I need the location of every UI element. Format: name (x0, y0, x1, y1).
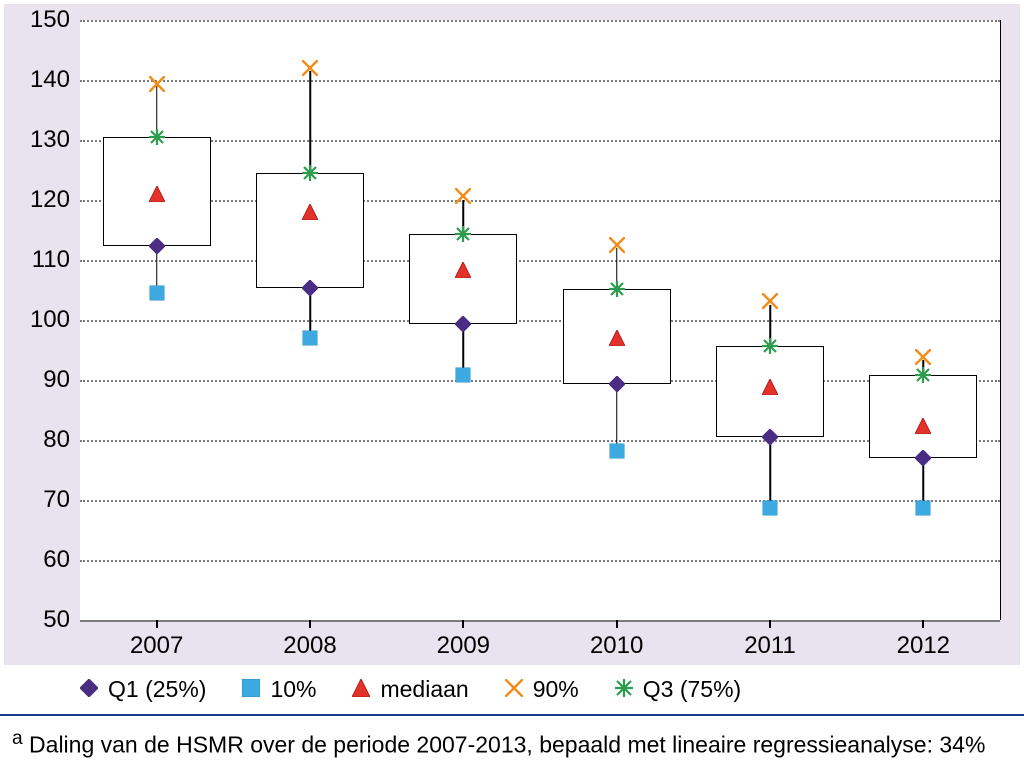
chart-container: 50 60 70 80 90 100 110 120 130 140 150 2007 2008 2… (0, 0, 1024, 767)
gridline (80, 140, 1000, 142)
legend-item: mediaan (352, 676, 468, 703)
legend-item: 10% (242, 676, 316, 703)
footnote: a Daling van de HSMR over de periode 200… (12, 728, 985, 759)
x-axis-label: 2010 (590, 620, 643, 660)
gridline (80, 320, 1000, 322)
legend-label: 10% (270, 676, 316, 703)
p90-marker (302, 60, 318, 76)
p10-marker (149, 286, 164, 301)
q3-marker (609, 281, 625, 297)
plot-area: 5060708090100110120130140150 2007 2008 2… (80, 20, 1001, 620)
p10-icon (242, 676, 260, 703)
y-axis-label: 130 (30, 126, 80, 154)
q3-marker (762, 338, 778, 354)
p90-marker (455, 188, 471, 204)
x-axis-label: 2011 (744, 620, 796, 660)
box (409, 234, 517, 324)
p10-marker (456, 368, 471, 383)
q3-marker (455, 226, 471, 242)
q1-marker (455, 316, 471, 332)
p10-marker (609, 443, 624, 458)
q1-marker (609, 376, 625, 392)
y-axis-label: 110 (32, 246, 80, 274)
box (869, 375, 977, 458)
y-axis-label: 80 (43, 426, 80, 454)
median-marker (915, 418, 931, 434)
q3-marker (149, 129, 165, 145)
p10-marker (916, 500, 931, 515)
p90-marker (609, 237, 625, 253)
y-axis-label: 120 (30, 186, 80, 214)
gridline (80, 260, 1000, 262)
q1-icon (80, 676, 98, 703)
y-axis-label: 150 (30, 6, 80, 34)
gridline (80, 440, 1000, 442)
legend-label: mediaan (380, 676, 468, 703)
y-axis-label: 50 (43, 606, 80, 634)
gridline (80, 500, 1000, 502)
q3-marker (302, 165, 318, 181)
divider (0, 714, 1024, 716)
p90-marker (149, 76, 165, 92)
q1-marker (149, 238, 165, 254)
box (256, 173, 364, 288)
legend-label: Q1 (25%) (108, 676, 206, 703)
median-marker (609, 330, 625, 346)
median-marker (149, 186, 165, 202)
legend-item: 90% (505, 676, 579, 703)
y-axis-label: 100 (30, 306, 80, 334)
y-axis-label: 140 (30, 66, 80, 94)
legend-item: Q1 (25%) (80, 676, 206, 703)
p90-marker (762, 293, 778, 309)
gridline (80, 80, 1000, 82)
gridline (80, 380, 1000, 382)
x-axis-label: 2012 (897, 620, 950, 660)
y-axis-label: 60 (43, 546, 80, 574)
median-marker (762, 379, 778, 395)
median-icon (352, 676, 370, 703)
p90-marker (915, 349, 931, 365)
legend: Q1 (25%) 10% mediaan 90% Q3 (75%) (80, 676, 741, 703)
x-axis-label: 2007 (130, 620, 183, 660)
q3-marker (915, 367, 931, 383)
gridline (80, 200, 1000, 202)
median-marker (455, 262, 471, 278)
q1-marker (915, 450, 931, 466)
legend-item: Q3 (75%) (615, 676, 741, 703)
p90-icon (505, 676, 523, 703)
q1-marker (762, 429, 778, 445)
y-axis-label: 70 (43, 486, 80, 514)
legend-label: Q3 (75%) (643, 676, 741, 703)
gridline (80, 560, 1000, 562)
q1-marker (302, 280, 318, 296)
median-marker (302, 204, 318, 220)
gridline (80, 20, 1000, 22)
y-axis-label: 90 (43, 366, 80, 394)
gridline (80, 620, 1000, 622)
footnote-marker: a (12, 728, 23, 749)
p10-marker (763, 500, 778, 515)
footnote-text: Daling van de HSMR over de periode 2007-… (29, 732, 985, 758)
q3-icon (615, 676, 633, 703)
x-axis-label: 2009 (437, 620, 490, 660)
legend-label: 90% (533, 676, 579, 703)
p10-marker (303, 331, 318, 346)
x-axis-label: 2008 (283, 620, 336, 660)
